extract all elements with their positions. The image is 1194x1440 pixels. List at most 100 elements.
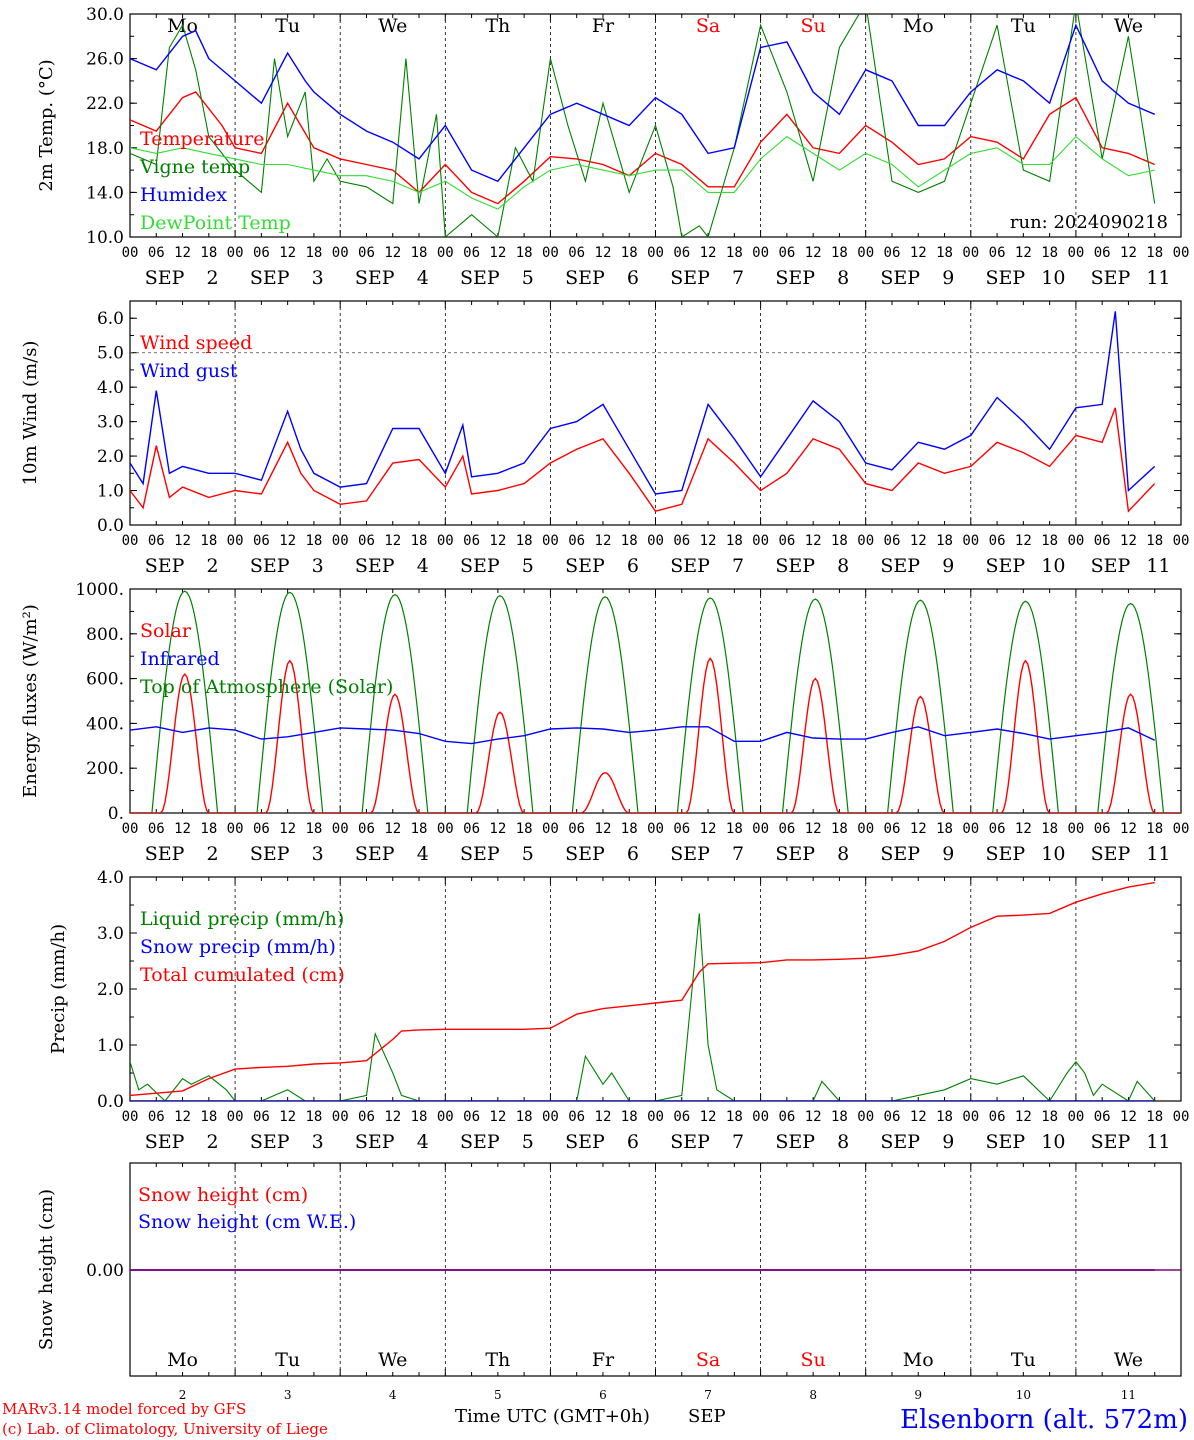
copyright: (c) Lab. of Climatology, University of L…	[2, 1420, 328, 1438]
hour-tick-label: 06	[673, 1109, 690, 1125]
hour-tick-label: 00	[962, 821, 979, 837]
month-label: SEP	[565, 267, 605, 289]
hour-tick-label: 12	[805, 821, 822, 837]
hour-tick-label: 00	[122, 1109, 139, 1125]
hour-tick-label: 00	[1173, 533, 1190, 549]
hour-tick-label: 00	[332, 245, 349, 261]
hour-tick-label: 00	[1067, 1109, 1084, 1125]
footer-month: SEP	[688, 1406, 726, 1427]
hour-tick-label: 06	[989, 245, 1006, 261]
day-number-label: 9	[942, 1131, 954, 1153]
hour-tick-label: 18	[1041, 245, 1058, 261]
month-label: SEP	[145, 267, 185, 289]
weekday-label: Mo	[903, 15, 934, 37]
day-number-label: 7	[704, 1388, 712, 1402]
day-number-label: 10	[1041, 1131, 1065, 1153]
legend-entry: DewPoint Temp	[140, 212, 291, 234]
month-label: SEP	[880, 555, 920, 577]
hour-tick-label: 18	[200, 1109, 217, 1125]
hour-tick-label: 12	[805, 1109, 822, 1125]
hour-tick-label: 06	[673, 821, 690, 837]
month-label: SEP	[250, 267, 290, 289]
y-axis-label: Energy fluxes (W/m²)	[20, 604, 41, 798]
hour-tick-label: 18	[726, 245, 743, 261]
hour-tick-label: 00	[1067, 821, 1084, 837]
day-number-label: 9	[914, 1388, 922, 1402]
hour-tick-label: 00	[752, 245, 769, 261]
day-number-label: 2	[207, 555, 219, 577]
y-tick-label: 1.0	[97, 482, 124, 502]
hour-tick-label: 06	[778, 533, 795, 549]
day-number-label: 5	[494, 1388, 502, 1402]
series-line-toa-solar	[130, 590, 1181, 813]
hour-tick-label: 06	[463, 245, 480, 261]
hour-tick-label: 12	[174, 821, 191, 837]
hour-tick-label: 12	[1120, 821, 1137, 837]
hour-tick-label: 00	[962, 533, 979, 549]
hour-tick-label: 00	[857, 1109, 874, 1125]
hour-tick-label: 06	[568, 821, 585, 837]
series-line-liquid-precip-mm-h-	[130, 913, 1156, 1101]
hour-tick-label: 06	[1094, 1109, 1111, 1125]
hour-tick-label: 00	[1173, 1109, 1190, 1125]
legend-entry: Humidex	[140, 184, 227, 206]
legend-entry: Solar	[140, 620, 192, 642]
hour-tick-label: 06	[358, 245, 375, 261]
hour-tick-label: 00	[1067, 533, 1084, 549]
hour-tick-label: 18	[411, 533, 428, 549]
hour-tick-label: 18	[305, 821, 322, 837]
hour-tick-label: 00	[542, 533, 559, 549]
hour-tick-label: 12	[384, 1109, 401, 1125]
hour-tick-label: 06	[778, 245, 795, 261]
day-number-label: 11	[1146, 843, 1170, 865]
y-tick-label: 22.0	[86, 94, 124, 114]
hour-tick-label: 12	[700, 821, 717, 837]
hour-tick-label: 06	[673, 533, 690, 549]
hour-tick-label: 18	[831, 245, 848, 261]
plot-area	[130, 14, 1156, 237]
day-number-label: 7	[732, 1131, 744, 1153]
month-label: SEP	[145, 843, 185, 865]
hour-tick-label: 12	[384, 245, 401, 261]
hour-tick-label: 12	[1120, 533, 1137, 549]
month-label: SEP	[145, 555, 185, 577]
weekday-label: Tu	[275, 15, 300, 37]
month-label: SEP	[355, 555, 395, 577]
plot-area	[130, 311, 1156, 513]
hour-tick-label: 06	[463, 821, 480, 837]
hour-tick-label: 00	[437, 821, 454, 837]
month-label: SEP	[460, 267, 500, 289]
hour-tick-label: 18	[621, 533, 638, 549]
hour-tick-label: 12	[1015, 821, 1032, 837]
day-number-label: 2	[179, 1388, 187, 1402]
day-number-label: 8	[837, 267, 849, 289]
hour-tick-label: 06	[1094, 533, 1111, 549]
legend-entry: Vigne temp	[139, 156, 250, 178]
day-number-label: 9	[942, 267, 954, 289]
hour-tick-label: 06	[673, 245, 690, 261]
hour-tick-label: 06	[989, 1109, 1006, 1125]
day-number-label: 5	[522, 1131, 534, 1153]
hour-tick-label: 18	[1041, 1109, 1058, 1125]
y-axis-label: 10m Wind (m/s)	[20, 341, 41, 486]
hour-tick-label: 06	[884, 821, 901, 837]
month-label: SEP	[670, 267, 710, 289]
hour-tick-label: 00	[437, 245, 454, 261]
weekday-label: Fr	[592, 15, 615, 37]
hour-tick-label: 00	[227, 245, 244, 261]
hour-tick-label: 18	[936, 533, 953, 549]
hour-tick-label: 06	[148, 821, 165, 837]
hour-tick-label: 00	[332, 1109, 349, 1125]
series-line-humidex	[130, 23, 1155, 183]
month-label: SEP	[1091, 267, 1131, 289]
y-tick-label: 10.0	[86, 228, 124, 248]
hour-tick-label: 12	[174, 1109, 191, 1125]
hour-tick-label: 18	[726, 821, 743, 837]
weekday-label: Mo	[167, 1349, 198, 1371]
hour-tick-label: 00	[857, 245, 874, 261]
month-label: SEP	[670, 843, 710, 865]
month-label: SEP	[880, 843, 920, 865]
day-number-label: 5	[522, 267, 534, 289]
month-label: SEP	[986, 267, 1026, 289]
day-number-label: 7	[732, 843, 744, 865]
